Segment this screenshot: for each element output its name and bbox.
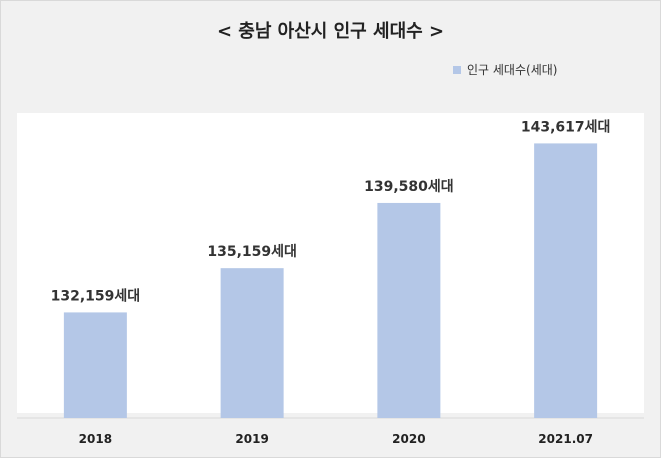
bar-0 xyxy=(63,312,127,418)
bar-3 xyxy=(534,143,598,419)
data-label-1: 135,159세대 xyxy=(207,244,297,260)
legend-swatch xyxy=(453,65,461,74)
data-label-2: 139,580세대 xyxy=(364,179,454,195)
bar-2 xyxy=(377,202,441,418)
x-tick-label-3: 2021.07 xyxy=(538,432,593,446)
data-label-3: 143,617세대 xyxy=(521,119,611,135)
bar-1 xyxy=(220,268,284,418)
x-tick-label-0: 2018 xyxy=(79,432,112,446)
x-tick-label-2: 2020 xyxy=(392,432,425,446)
data-label-0: 132,159세대 xyxy=(51,288,141,304)
x-tick-label-1: 2019 xyxy=(235,432,268,446)
legend: 인구 세대수(세대) xyxy=(453,61,557,78)
chart-title: < 충남 아산시 인구 세대수 > xyxy=(216,21,445,42)
legend-label: 인구 세대수(세대) xyxy=(467,63,558,77)
